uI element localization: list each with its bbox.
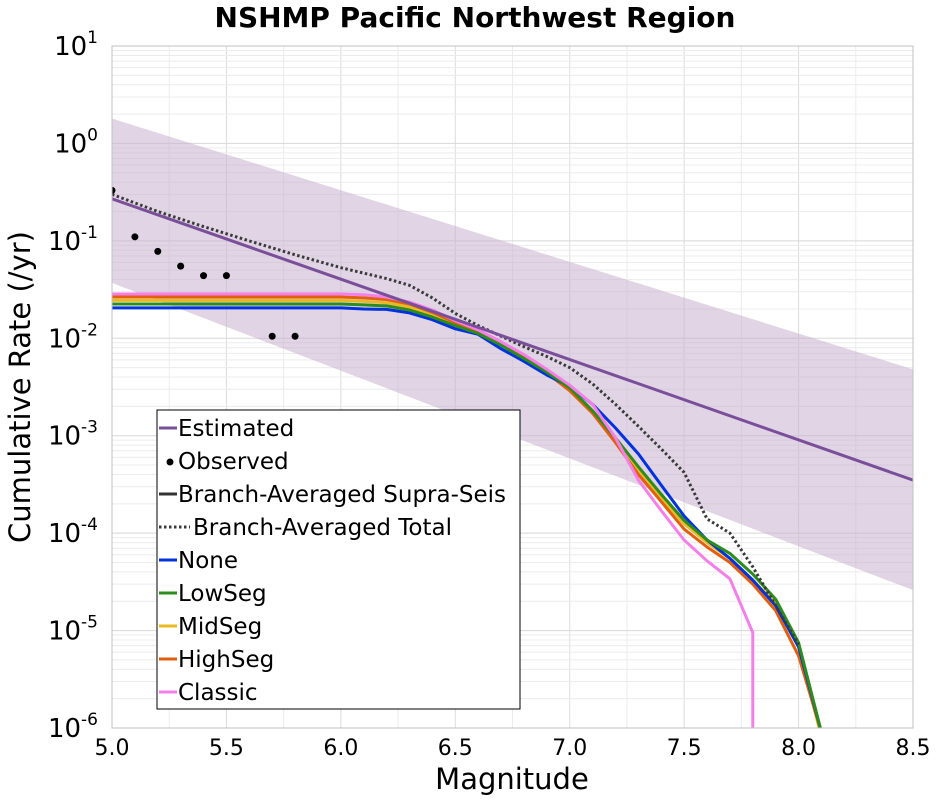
observed-point bbox=[177, 262, 185, 270]
observed-point bbox=[268, 332, 276, 340]
y-tick-label: 100 bbox=[54, 125, 98, 159]
x-tick-label: 6.5 bbox=[438, 736, 473, 761]
legend-label-branch-averaged-total: Branch-Averaged Total bbox=[193, 515, 452, 541]
observed-point bbox=[154, 247, 162, 255]
x-ticks: 5.0 5.5 6.0 6.5 7.0 7.5 8.0 8.5 bbox=[95, 736, 931, 761]
chart-title: NSHMP Pacific Northwest Region bbox=[215, 1, 736, 34]
y-tick-label: 10-3 bbox=[48, 418, 98, 452]
y-tick-label: 10-6 bbox=[48, 710, 98, 744]
x-tick-label: 6.0 bbox=[323, 736, 358, 761]
legend-label-none: None bbox=[178, 548, 238, 574]
y-tick-label: 10-1 bbox=[48, 223, 98, 257]
x-tick-label: 5.5 bbox=[209, 736, 244, 761]
y-tick-label: 101 bbox=[54, 28, 98, 62]
series-line-highseg bbox=[112, 295, 822, 728]
x-tick-label: 5.0 bbox=[95, 736, 130, 761]
legend-label-lowseg: LowSeg bbox=[178, 581, 267, 607]
series-line-estimated bbox=[112, 197, 913, 482]
legend-label-classic: Classic bbox=[178, 680, 258, 706]
legend-box bbox=[156, 409, 521, 710]
series-layer bbox=[112, 186, 913, 728]
y-ticks: 101 100 10-1 10-2 10-3 10-4 10-5 10-6 bbox=[48, 28, 98, 744]
series-line-lowseg bbox=[112, 302, 822, 728]
observed-point bbox=[112, 186, 116, 194]
legend-label-estimated: Estimated bbox=[178, 416, 294, 442]
series-line-branch-averaged-total bbox=[112, 192, 800, 646]
legend-label-highseg: HighSeg bbox=[178, 647, 274, 673]
legend-marker-observed bbox=[166, 458, 174, 466]
observed-point bbox=[200, 272, 208, 280]
observed-point bbox=[291, 332, 299, 340]
legend-label-observed: Observed bbox=[178, 449, 289, 475]
legend-label-midseg: MidSeg bbox=[178, 614, 262, 640]
x-tick-label: 8.5 bbox=[896, 736, 931, 761]
observed-point bbox=[131, 233, 139, 241]
x-tick-label: 7.5 bbox=[667, 736, 702, 761]
x-tick-label: 8.0 bbox=[781, 736, 816, 761]
y-tick-label: 10-2 bbox=[48, 320, 98, 354]
x-tick-label: 7.0 bbox=[552, 736, 587, 761]
plot-frame bbox=[111, 45, 914, 729]
y-axis-label: Cumulative Rate (/yr) bbox=[3, 231, 37, 543]
y-tick-label: 10-4 bbox=[48, 515, 98, 549]
x-axis-label: Magnitude bbox=[435, 762, 589, 796]
y-tick-label: 10-5 bbox=[48, 613, 98, 647]
legend-label-branch-averaged-supra-seis: Branch-Averaged Supra-Seis bbox=[178, 482, 506, 508]
observed-point bbox=[222, 272, 230, 280]
legend: Estimated Observed Branch-Averaged Supra-S… bbox=[156, 409, 521, 710]
